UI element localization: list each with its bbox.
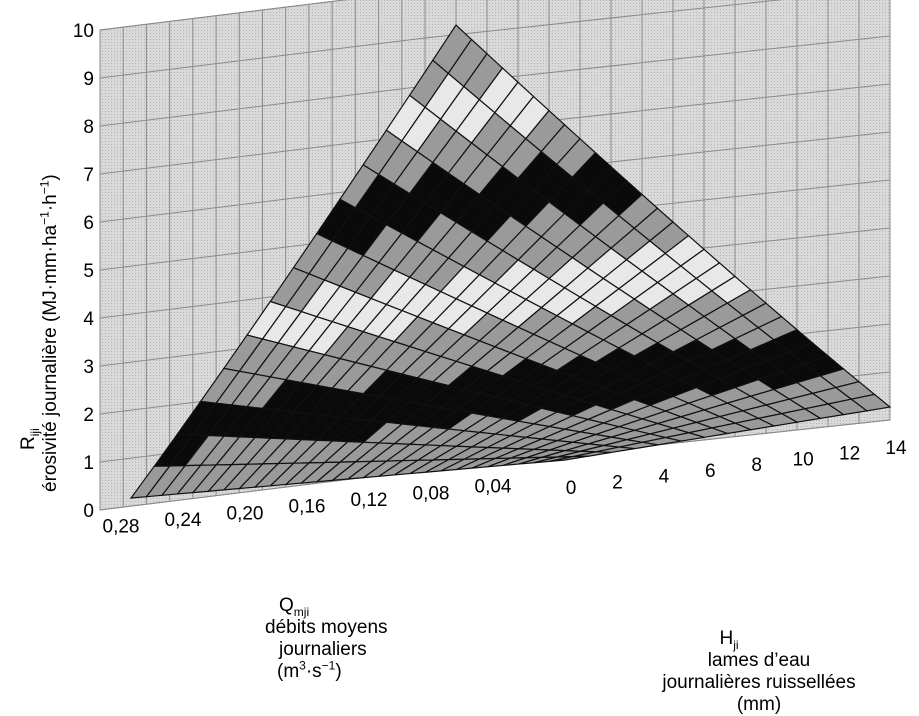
z-axis-ticks: 0 1 2 3 4 5 6 7 8 9 10 — [73, 21, 95, 522]
z-tick-label: 10 — [73, 21, 94, 42]
h-tick-label: 4 — [659, 467, 670, 488]
wall-gridline — [99, 0, 348, 31]
q-tick-label: 0,24 — [165, 510, 202, 531]
q-tick-label: 0,04 — [475, 477, 512, 498]
h-tick-label: 0 — [566, 478, 577, 499]
surface-mesh — [129, 24, 892, 499]
h-tick-label: 6 — [705, 461, 716, 482]
q-tick-label: 0,12 — [351, 490, 388, 511]
z-tick-label: 7 — [83, 165, 94, 186]
h-tick-label: 14 — [885, 438, 907, 459]
h-tick-label: 10 — [793, 449, 814, 470]
z-tick-label: 2 — [83, 405, 94, 426]
q-tick-label: 0,28 — [103, 517, 140, 538]
z-tick-label: 1 — [83, 453, 94, 474]
h-tick-label: 12 — [839, 444, 860, 465]
q-tick-label: 0,08 — [413, 483, 450, 504]
z-tick-label: 0 — [83, 501, 94, 522]
q-tick-label: 0,16 — [289, 497, 326, 518]
h-axis-ticks: 0 2 4 6 8 10 12 14 — [566, 438, 907, 499]
z-tick-label: 8 — [83, 117, 94, 138]
z-axis-title: érosivité journalière (MJ·mm·ha−1·h−1) — [37, 174, 61, 492]
q-axis-ticks: 0,28 0,24 0,20 0,16 0,12 0,08 0,04 — [103, 477, 512, 538]
q-axis-label: Qmji débits moyens journaliers (m3·s−1) — [265, 595, 388, 682]
h-tick-label: 8 — [751, 455, 762, 476]
h-axis-label: Hji lames d’eau journalières ruissellées… — [662, 628, 856, 715]
z-tick-label: 9 — [83, 69, 94, 90]
q-tick-label: 0,20 — [227, 503, 264, 524]
z-tick-label: 3 — [83, 357, 94, 378]
h-tick-label: 2 — [612, 472, 623, 493]
z-tick-label: 5 — [83, 261, 94, 282]
z-tick-label: 6 — [83, 213, 94, 234]
z-axis-label: Riji — [18, 428, 42, 450]
z-tick-label: 4 — [83, 309, 94, 330]
surface-cell — [549, 455, 589, 462]
